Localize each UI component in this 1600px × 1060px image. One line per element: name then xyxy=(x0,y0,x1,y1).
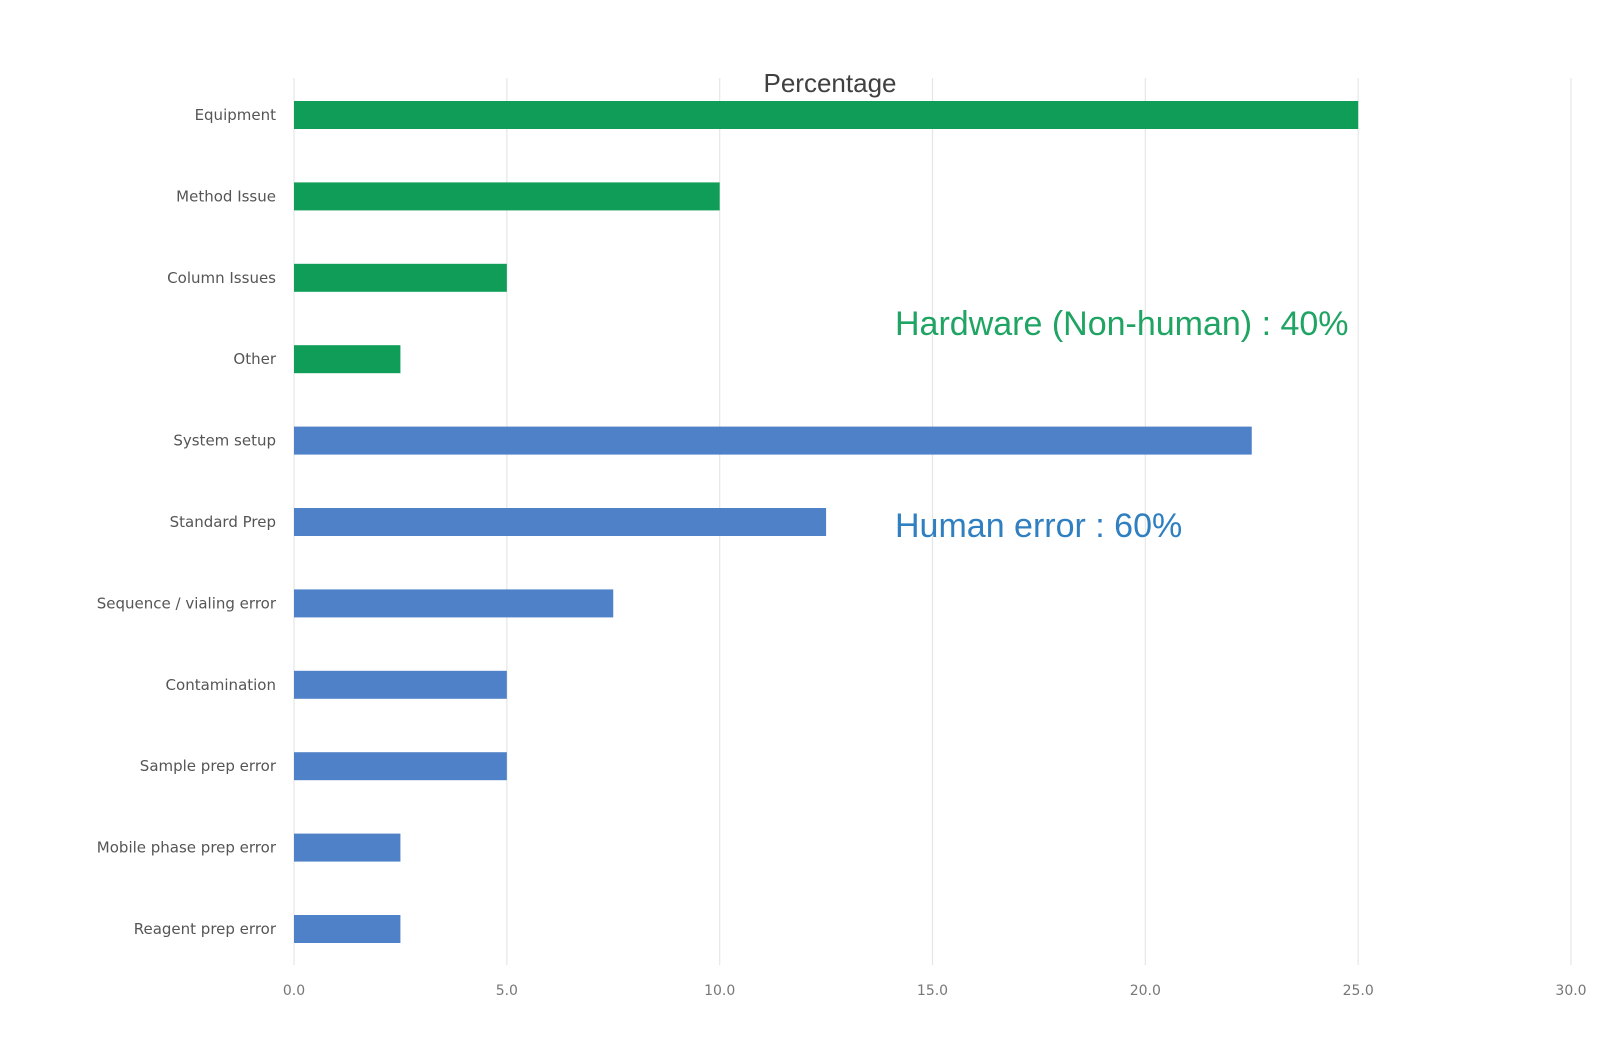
bar-reagent-prep-error xyxy=(294,915,401,943)
category-label: Reagent prep error xyxy=(134,920,277,938)
bar-standard-prep xyxy=(294,508,827,536)
bar-method-issue xyxy=(294,182,720,211)
bars xyxy=(294,101,1359,943)
category-label: Mobile phase prep error xyxy=(97,839,277,857)
bar-mobile-phase-prep-error xyxy=(294,833,401,862)
x-tick-label: 15.0 xyxy=(917,983,948,999)
bar-equipment xyxy=(294,101,1359,129)
x-tick-label: 25.0 xyxy=(1343,983,1374,999)
category-labels: Equipment Method Issue Column Issues Other S… xyxy=(97,106,277,938)
x-tick-label: 5.0 xyxy=(496,983,518,999)
category-label: Sample prep error xyxy=(140,757,277,775)
bar-contamination xyxy=(294,670,507,699)
bar-sample-prep-error xyxy=(294,752,507,781)
bar-other xyxy=(294,345,401,374)
annotation-hardware: Hardware (Non-human) : 40% xyxy=(895,305,1349,343)
category-label: Equipment xyxy=(195,106,277,124)
bar-column-issues xyxy=(294,263,507,292)
annotation-human: Human error : 60% xyxy=(895,507,1182,545)
category-label: Standard Prep xyxy=(170,513,276,531)
bar-system-setup xyxy=(294,426,1252,455)
x-tick-label: 10.0 xyxy=(704,983,735,999)
x-tick-label: 20.0 xyxy=(1130,983,1161,999)
category-label: System setup xyxy=(173,432,276,450)
x-tick-labels: 0.0 5.0 10.0 15.0 20.0 25.0 30.0 xyxy=(283,983,1587,999)
chart-title: Percentage xyxy=(764,68,897,98)
category-label: Method Issue xyxy=(176,187,276,205)
category-label: Column Issues xyxy=(167,269,276,287)
x-tick-label: 30.0 xyxy=(1555,983,1586,999)
category-label: Sequence / vialing error xyxy=(97,594,277,612)
bar-sequence-vialing-error xyxy=(294,589,614,618)
category-label: Other xyxy=(233,350,276,368)
category-label: Contamination xyxy=(166,676,276,694)
x-tick-label: 0.0 xyxy=(283,983,305,999)
